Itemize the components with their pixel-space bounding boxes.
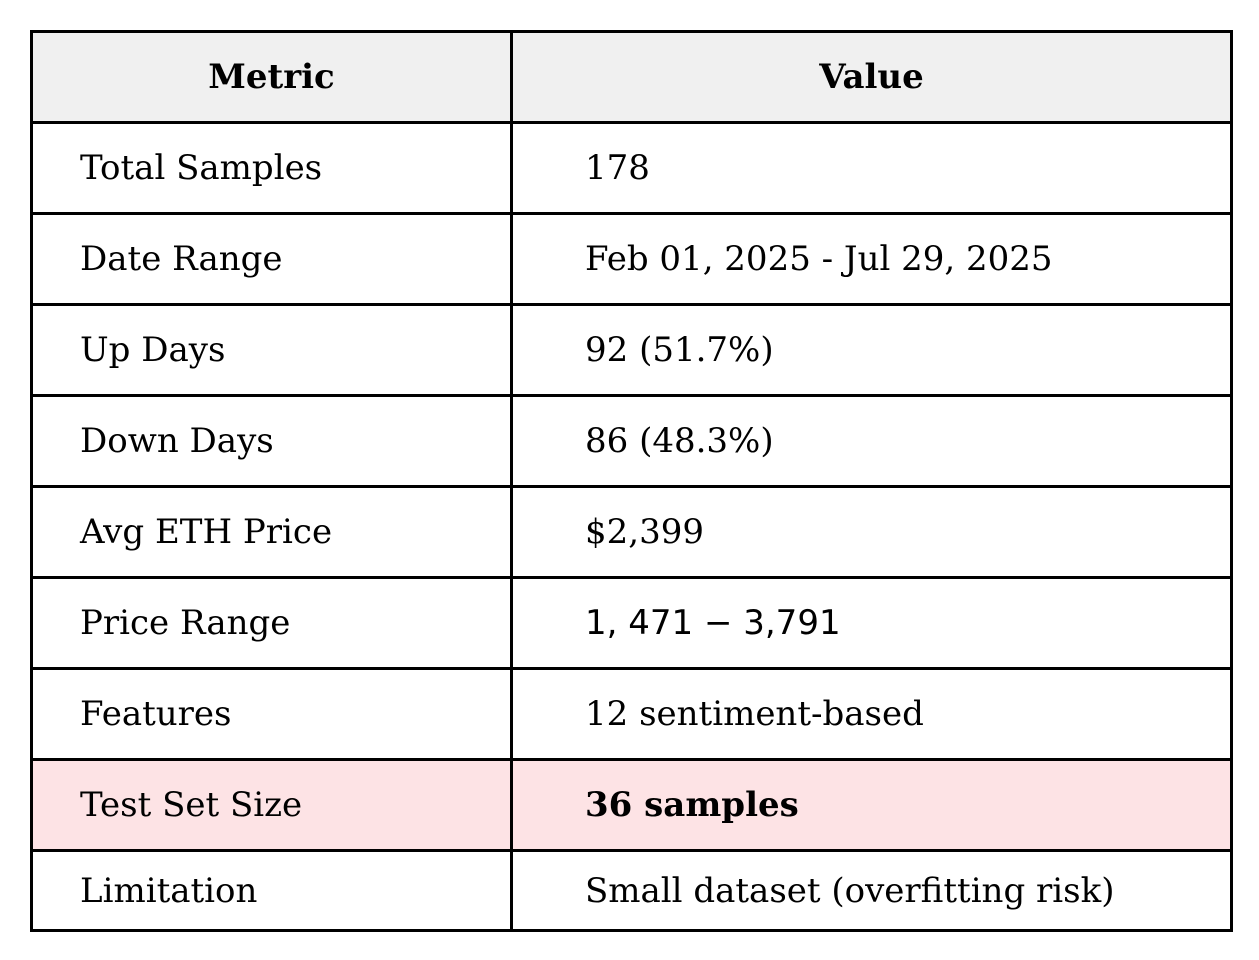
value-cell: Feb 01, 2025 - Jul 29, 2025 [510,212,1233,306]
table-row: Limitation Small dataset (overfitting ri… [30,849,1233,932]
metric-cell: Total Samples [30,121,513,215]
table-row: Price Range 1, 471 − 3,791 [30,576,1233,670]
value-cell: 1, 471 − 3,791 [510,576,1233,670]
table-row: Down Days 86 (48.3%) [30,394,1233,488]
header-metric: Metric [30,30,513,124]
value-cell: 12 sentiment-based [510,667,1233,761]
table-row: Avg ETH Price $2,399 [30,485,1233,579]
table-row: Date Range Feb 01, 2025 - Jul 29, 2025 [30,212,1233,306]
metric-cell: Price Range [30,576,513,670]
table-row: Total Samples 178 [30,121,1233,215]
value-cell: 92 (51.7%) [510,303,1233,397]
metric-cell: Limitation [30,849,513,932]
table-row-highlighted: Test Set Size 36 samples [30,758,1233,852]
value-cell: 36 samples [510,758,1233,852]
value-cell: $2,399 [510,485,1233,579]
value-cell: Small dataset (overfitting risk) [510,849,1233,932]
metric-cell: Features [30,667,513,761]
header-value: Value [510,30,1233,124]
metric-cell: Date Range [30,212,513,306]
value-cell: 86 (48.3%) [510,394,1233,488]
table-row: Up Days 92 (51.7%) [30,303,1233,397]
metric-cell: Down Days [30,394,513,488]
summary-table: Metric Value Total Samples 178 Date Rang… [30,30,1233,932]
metric-cell: Up Days [30,303,513,397]
metric-cell: Avg ETH Price [30,485,513,579]
table-row: Features 12 sentiment-based [30,667,1233,761]
table-header-row: Metric Value [30,30,1233,124]
value-cell: 178 [510,121,1233,215]
metric-cell: Test Set Size [30,758,513,852]
